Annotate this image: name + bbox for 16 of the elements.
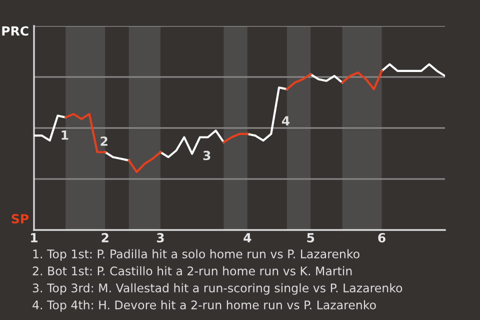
text: PRC	[2, 26, 28, 36]
x-tick-label: 3	[156, 233, 164, 242]
x-tick-label: 4	[244, 233, 252, 242]
x-tick-label: 5	[307, 233, 314, 242]
x-tick-label: 1	[31, 233, 38, 242]
annotation: 3	[203, 150, 210, 160]
annotation: 1	[62, 130, 68, 140]
text: 2. Bot 1st: P. Castillo hit a 2-run home run vs K. Martin	[32, 266, 352, 276]
text: 1. Top 1st: P. Padilla hit a solo home run vs P. Lazarenko	[33, 249, 360, 261]
text: 3. Top 3rd: M. Vallestad hit a run-scoring single vs P. Lazarenko	[32, 283, 402, 295]
text: 4. Top 4th: H. Devore hit a 2-run home run vs P. Lazarenko	[32, 300, 376, 312]
x-tick-label: 6	[378, 233, 386, 242]
annotation: 2	[100, 136, 108, 146]
text: SP	[12, 214, 29, 224]
x-tick-label: 2	[102, 233, 108, 242]
annotation: 4	[282, 116, 290, 126]
